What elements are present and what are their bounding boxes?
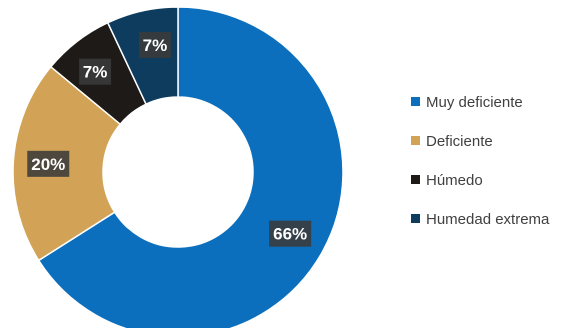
data-label-humedad-extrema: 7% [138,31,171,58]
data-label-box [79,58,112,85]
data-label-box [27,150,70,177]
slice-muy-deficiente [37,6,344,328]
data-label-text: 7% [143,36,168,55]
legend-swatch [411,175,420,184]
legend-label: Deficiente [426,133,493,150]
data-label-box [138,31,171,58]
legend-label: Humedad extrema [426,211,550,228]
legend-label: Muy deficiente [426,94,523,111]
data-label-text: 66% [273,225,307,244]
legend-item-humedad-extrema: Humedad extrema [411,211,550,228]
data-label-box [269,220,312,247]
legend-swatch [411,97,420,106]
data-label-humedo: 7% [79,58,112,85]
legend-item-deficiente: Deficiente [411,133,493,150]
data-label-text: 20% [31,155,65,174]
legend-item-muy-deficiente: Muy deficiente [411,94,523,111]
chart-data-labels: 66% 20% 7% 7% [27,31,312,247]
legend-item-humedo: Húmedo [411,172,483,189]
data-label-deficiente: 20% [27,150,70,177]
legend-swatch [411,214,420,223]
data-label-muy-deficiente: 66% [269,220,312,247]
chart-legend: Muy deficiente Deficiente Húmedo Humedad ex… [411,94,550,228]
legend-label: Húmedo [426,172,483,189]
legend-swatch [411,136,420,145]
data-label-text: 7% [83,63,108,82]
